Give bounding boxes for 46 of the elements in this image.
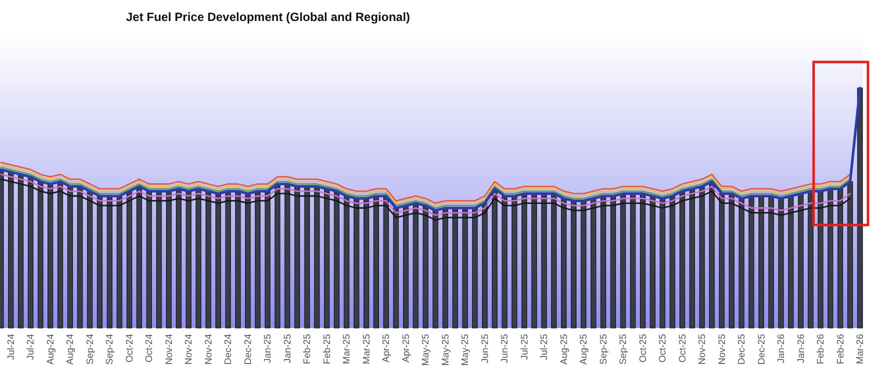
x-tick-label: Jul-24 [6, 334, 17, 360]
x-tick-label: Aug-24 [45, 334, 56, 365]
x-tick-label: Dec-25 [736, 334, 748, 365]
x-tick-label: Aug-24 [65, 334, 76, 365]
x-tick-label: Aug-25 [578, 334, 590, 365]
x-tick-label: Jul-25 [519, 334, 530, 360]
x-tick-label: Jan-26 [776, 334, 788, 364]
x-tick-label: Jan-25 [282, 334, 294, 364]
x-tick-label: Jan-26 [796, 334, 807, 364]
x-tick-label: Mar-25 [361, 334, 372, 364]
x-tick-label: Oct-24 [124, 334, 136, 363]
x-tick-label: Jun-25 [500, 334, 511, 364]
x-tick-label: Sep-24 [84, 334, 96, 365]
x-tick-label: Nov-24 [184, 334, 195, 365]
x-tick-label: Feb-25 [322, 334, 333, 364]
x-tick-label: May-25 [420, 334, 432, 366]
x-tick-label: Sep-25 [618, 334, 630, 365]
x-tick-label: Dec-24 [223, 334, 234, 365]
x-tick-label: Apr-25 [381, 334, 392, 363]
x-tick-label: Nov-24 [203, 334, 214, 365]
x-tick-label: Jun-25 [480, 334, 491, 364]
x-tick-label: May-25 [460, 334, 472, 366]
x-tick-label: Dec-24 [242, 334, 254, 365]
x-tick-label: Mar-26 [855, 334, 866, 364]
x-tick-label: Nov-24 [164, 334, 175, 365]
x-tick-label: Aug-25 [558, 334, 570, 365]
x-tick-label: Oct-25 [638, 334, 649, 363]
x-tick-label: Oct-25 [658, 334, 669, 363]
x-tick-label: Oct-24 [144, 334, 156, 363]
chart-title: Jet Fuel Price Development (Global and Regional) [126, 10, 410, 24]
x-tick-label: Mar-25 [342, 334, 353, 364]
x-tick-label: Nov-25 [697, 334, 708, 365]
x-tick-label: Apr-25 [400, 334, 412, 363]
x-tick-label: Sep-24 [104, 334, 116, 365]
x-tick-label: Feb-25 [302, 334, 314, 364]
bar [857, 88, 863, 328]
x-tick-label: Oct-25 [677, 334, 688, 363]
x-tick-label: Sep-25 [598, 334, 610, 365]
x-tick-label: May-25 [440, 334, 452, 366]
x-tick-label: Jan-25 [262, 334, 274, 364]
x-tick-label: Jul-24 [26, 334, 37, 360]
x-tick-label: Jul-25 [539, 334, 550, 360]
x-tick-label: Nov-25 [716, 334, 728, 365]
x-tick-label: Feb-26 [816, 334, 827, 364]
x-tick-label: Dec-25 [756, 334, 768, 365]
x-tick-label: Feb-26 [835, 334, 846, 364]
